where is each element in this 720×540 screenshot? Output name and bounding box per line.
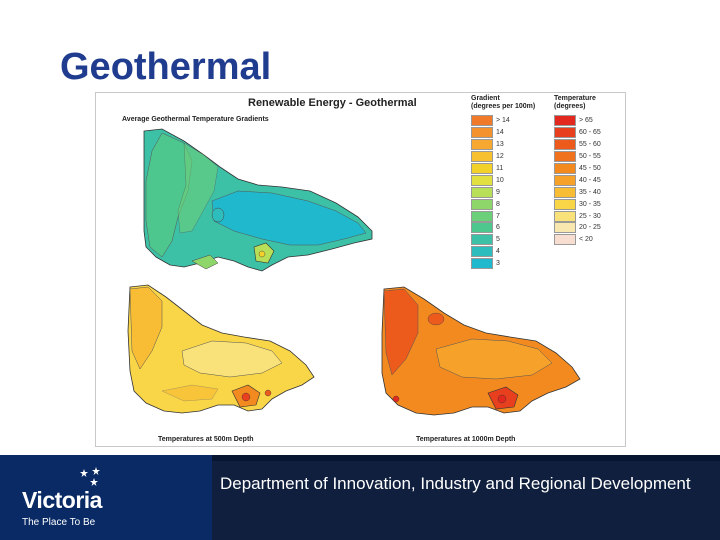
gradient-legend-item: 9 [471, 186, 561, 198]
gradient-legend-swatch [471, 127, 493, 139]
temperature-legend-swatch [554, 222, 576, 234]
gradient-legend-item: 13 [471, 139, 561, 151]
gradient-legend-swatch [471, 210, 493, 222]
temperature-legend-label: < 20 [579, 236, 593, 244]
temperature-legend-swatch [554, 163, 576, 174]
gradient-map-label: Average Geothermal Temperature Gradients [122, 116, 269, 123]
temperature-legend-swatch [554, 198, 576, 210]
gradient-legend-label: 9 [496, 188, 500, 196]
gradient-legend-label: 4 [496, 248, 500, 256]
temperature-legend-swatch [554, 115, 576, 127]
gradient-legend-swatch [471, 222, 493, 234]
gradient-legend-title: Gradient [471, 95, 500, 102]
gradient-legend-item: 3 [471, 258, 561, 270]
gradient-legend-item: 8 [471, 198, 561, 210]
gradient-legend-label: 7 [496, 212, 500, 220]
gradient-legend-swatch [471, 258, 493, 270]
gradient-legend-label: 12 [496, 153, 504, 161]
gradient-legend-swatch [471, 139, 493, 151]
temperature-legend-item: 50 - 55 [554, 151, 625, 163]
gradient-legend-label: > 14 [496, 117, 510, 125]
logo-wordmark: Victoria [22, 487, 102, 513]
temperature-legend-item: 60 - 65 [554, 127, 625, 139]
temperature-legend-item: 35 - 40 [554, 186, 625, 198]
temperature-legend-swatch [554, 234, 576, 246]
gradient-legend-swatch [471, 198, 493, 210]
gradient-legend-item: > 14 [471, 115, 561, 127]
logo-tagline: The Place To Be [22, 517, 96, 528]
temperature-legend-swatch [554, 174, 576, 186]
gradient-legend-item: 6 [471, 222, 561, 234]
gradient-legend-label: 3 [496, 260, 500, 268]
geothermal-figure: Renewable Energy - Geothermal Average Ge… [95, 92, 626, 447]
temperature-legend-label: > 65 [579, 117, 593, 125]
gradient-legend-swatch [471, 246, 493, 258]
temperature-legend: Temperature (degrees) > 65 60 - 65 55 - 60… [554, 95, 625, 246]
temperature-legend-item: 30 - 35 [554, 198, 625, 210]
map-500m [127, 284, 315, 414]
temperature-legend-label: 25 - 30 [579, 212, 601, 220]
gradient-legend-item: 11 [471, 163, 561, 175]
temperature-legend-item: 20 - 25 [554, 222, 625, 234]
footer-bar: Victoria The Place To Be Department of I… [0, 455, 720, 540]
gradient-legend-item: 12 [471, 151, 561, 163]
temperature-legend-item: < 20 [554, 234, 625, 246]
temperature-legend-swatch [554, 210, 576, 222]
temperature-legend-swatch [554, 127, 576, 139]
gradient-legend-item: 10 [471, 174, 561, 186]
temperature-legend-unit: (degrees) [554, 103, 586, 110]
gradient-legend-swatch [471, 174, 493, 186]
temperature-legend-item: 40 - 45 [554, 174, 625, 186]
gradient-legend-item: 7 [471, 210, 561, 222]
victoria-logo: Victoria The Place To Be [0, 455, 212, 540]
temperature-legend-swatch [554, 151, 576, 163]
gradient-legend-label: 5 [496, 236, 500, 244]
temperature-legend-item: 25 - 30 [554, 210, 625, 222]
gradient-legend-item: 4 [471, 246, 561, 258]
gradient-legend-swatch [471, 115, 493, 127]
temperature-legend-label: 60 - 65 [579, 129, 601, 137]
temperature-legend-label: 40 - 45 [579, 176, 601, 184]
temperature-legend-swatch [554, 139, 576, 151]
gradient-legend-label: 10 [496, 176, 504, 184]
gradient-legend-item: 14 [471, 127, 561, 139]
temperature-legend-label: 45 - 50 [579, 165, 601, 172]
temperature-legend-label: 30 - 35 [579, 200, 601, 208]
temperature-legend-item: > 65 [554, 115, 625, 127]
gradient-legend: Gradient (degrees per 100m) > 14 14 13 12 11… [471, 95, 561, 270]
gradient-legend-label: 11 [496, 165, 504, 172]
map-1000m-label: Temperatures at 1000m Depth [416, 436, 516, 443]
temperature-legend-item: 55 - 60 [554, 139, 625, 151]
temperature-legend-label: 20 - 25 [579, 224, 601, 232]
gradient-legend-label: 6 [496, 224, 500, 232]
temperature-legend-item: 45 - 50 [554, 163, 625, 175]
victoria-star-icon [80, 467, 100, 486]
map-1000m [381, 286, 581, 416]
gradient-legend-unit: (degrees per 100m) [471, 103, 536, 110]
gradient-legend-swatch [471, 163, 493, 174]
temperature-legend-label: 55 - 60 [579, 141, 601, 149]
temperature-legend-label: 50 - 55 [579, 153, 601, 161]
gradient-map [143, 128, 373, 272]
gradient-legend-item: 5 [471, 234, 561, 246]
footer-top-strip [212, 455, 720, 461]
department-name: Department of Innovation, Industry and R… [220, 474, 691, 493]
slide-title: Geothermal [60, 46, 272, 88]
gradient-legend-label: 8 [496, 200, 500, 208]
gradient-legend-swatch [471, 186, 493, 198]
gradient-legend-label: 14 [496, 129, 504, 137]
figure-title: Renewable Energy - Geothermal [248, 97, 417, 109]
map-500m-label: Temperatures at 500m Depth [158, 436, 254, 443]
gradient-legend-swatch [471, 234, 493, 246]
temperature-legend-label: 35 - 40 [579, 188, 601, 196]
temperature-legend-title: Temperature [554, 95, 596, 102]
gradient-legend-label: 13 [496, 141, 504, 149]
gradient-legend-swatch [471, 151, 493, 163]
temperature-legend-swatch [554, 186, 576, 198]
